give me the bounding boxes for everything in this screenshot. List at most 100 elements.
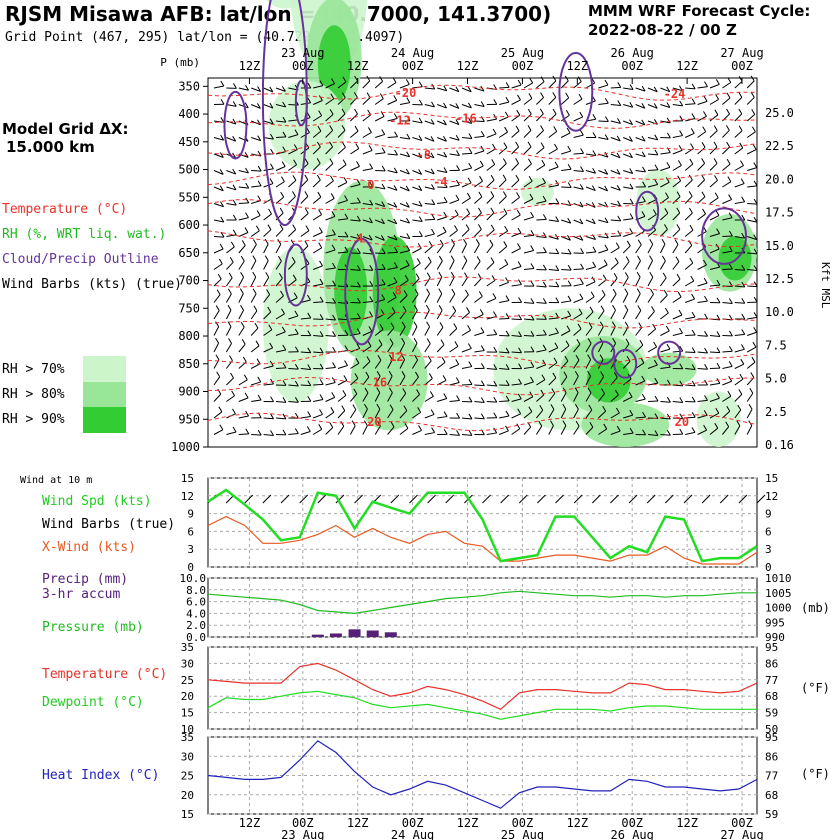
wind-barb — [610, 104, 621, 107]
wind-barb — [313, 265, 323, 270]
wind-barb — [622, 396, 633, 402]
wind-barb-feather — [344, 195, 348, 201]
wind-barb — [411, 310, 418, 320]
wind-barb — [288, 104, 299, 106]
wind-barb — [523, 97, 533, 105]
heat-ytick: 35 — [181, 731, 194, 744]
wind-barb-feather — [614, 389, 619, 396]
wind-barb-feather — [624, 321, 629, 328]
wind-barb — [226, 377, 234, 386]
wind-barb — [635, 170, 646, 173]
wind-barb-feather — [636, 288, 641, 294]
wind-barb-feather — [292, 191, 296, 197]
wind-barb — [350, 148, 360, 155]
wind-barb-feather — [416, 258, 421, 264]
wind-barb — [499, 300, 510, 303]
wind-barb-feather — [232, 118, 237, 125]
rh-region — [586, 358, 631, 403]
wind-barb — [461, 104, 472, 109]
wind-barb-feather — [292, 175, 297, 181]
wind-barb-feather — [478, 207, 482, 214]
wind-barb — [647, 169, 659, 171]
wind-barb — [251, 399, 262, 402]
wind-barb-feather — [270, 430, 274, 436]
wind-barb — [350, 269, 361, 271]
wind-barb-feather — [565, 92, 570, 99]
wind-barb — [647, 328, 656, 336]
wind-barb-feather — [663, 289, 668, 296]
wind-barb — [411, 326, 418, 336]
isotherm — [207, 412, 758, 432]
wind-barb-feather — [381, 264, 386, 270]
wind-barb-feather — [341, 125, 346, 131]
wind-barb-feather — [282, 146, 287, 152]
wind-barb — [399, 153, 410, 158]
wind-barb — [263, 104, 274, 109]
wind-barb-feather — [456, 165, 461, 171]
wind-barb — [312, 231, 323, 237]
wind-barb — [548, 130, 558, 138]
wind-barb-feather — [240, 271, 245, 278]
surface-wind-barb — [555, 494, 564, 504]
wind-barb-feather — [716, 378, 721, 384]
wind-barb-feather — [463, 255, 468, 261]
wind-barb-feather — [604, 151, 609, 158]
wind-barb-feather — [252, 255, 257, 261]
wind-barb — [263, 213, 272, 221]
wind-barb — [474, 87, 485, 92]
wind-barb — [312, 115, 322, 122]
wind-barb — [362, 392, 369, 402]
isotherm-label: 0 — [367, 178, 374, 192]
wind-barb — [313, 413, 323, 419]
pressure-ytick: 990 — [765, 631, 785, 644]
wind-barb — [647, 243, 654, 254]
wind-barb-feather — [217, 273, 222, 280]
wind-barb-feather — [413, 337, 418, 344]
wind-barb — [275, 228, 284, 237]
wind-barb-feather — [456, 395, 460, 401]
pressure-label: Pressure (mb) — [42, 620, 144, 635]
wind-barb-feather — [691, 113, 696, 119]
wind-barb — [672, 296, 682, 303]
heat-ytick-f: 77 — [765, 770, 778, 783]
wind-barb — [275, 295, 284, 303]
wind-barb — [263, 294, 271, 303]
wind-barb-feather — [307, 97, 312, 104]
wind-barb-feather — [602, 274, 607, 281]
wind-barb-feather — [617, 215, 622, 222]
wind-barb — [225, 293, 232, 303]
surface-wind-barb — [537, 494, 546, 504]
wind-barb — [597, 342, 604, 353]
wind-barb-feather — [215, 337, 219, 344]
wind-barb — [387, 251, 398, 254]
wind-barb — [684, 132, 695, 138]
wind-barb-feather — [245, 212, 249, 218]
wind-barb-feather — [257, 86, 261, 92]
wind-barb-feather — [604, 116, 609, 122]
wind-barb — [263, 383, 274, 386]
wind-barb — [610, 153, 621, 159]
wind-barb-feather — [579, 278, 584, 285]
wind-barb — [399, 170, 410, 175]
wind-barb-feather — [666, 396, 671, 403]
wind-barb-feather — [539, 108, 544, 115]
wind-barb — [486, 262, 495, 270]
wind-barb-feather — [641, 393, 646, 400]
wind-barb — [437, 416, 448, 419]
wind-barb — [560, 408, 567, 419]
wind-barb-feather — [356, 328, 361, 334]
wind-barb-feather — [277, 255, 282, 262]
wind-barb — [684, 148, 694, 155]
wind-barb-feather — [414, 354, 419, 361]
pressure-tick-label: 600 — [178, 218, 200, 232]
wind-barb-feather — [753, 198, 758, 205]
wind-barb-feather — [376, 403, 381, 410]
isotherm — [207, 111, 758, 129]
wind-barb — [610, 277, 618, 287]
wind-barb — [746, 114, 756, 122]
wind-barb — [436, 361, 446, 369]
pressure-tick-label: 550 — [178, 190, 200, 204]
wind-barb-feather — [540, 125, 544, 131]
wind-barb-feather — [704, 347, 708, 354]
